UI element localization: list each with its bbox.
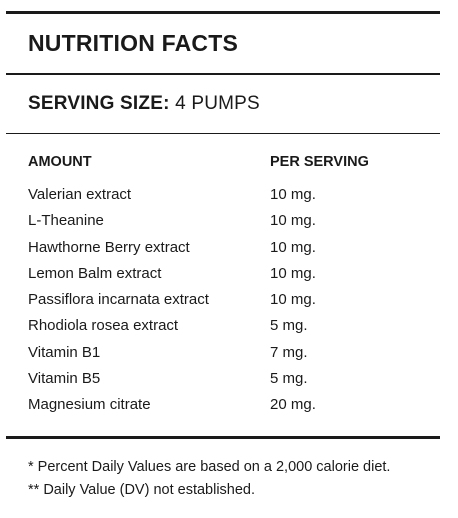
nutrient-name: Lemon Balm extract [28, 264, 162, 282]
table-row: Passiflora incarnata extract 10 mg. [0, 291, 458, 317]
nutrient-name: Magnesium citrate [28, 396, 151, 414]
nutrient-name: Valerian extract [28, 186, 132, 203]
nutrient-amount: 10 mg. [270, 264, 316, 282]
table-row: Valerian extract 10 mg. [0, 186, 458, 212]
table-row: Hawthorne Berry extract 10 mg. [0, 239, 458, 265]
nutrient-name: Hawthorne Berry extract [28, 238, 190, 256]
top-rule [6, 11, 440, 14]
table-row: Rhodiola rosea extract 5 mg. [0, 317, 458, 343]
nutrient-amount: 10 mg. [270, 238, 316, 256]
nutrient-name: Passiflora incarnata extract [28, 291, 209, 309]
nutrient-name: Vitamin B1 [28, 343, 101, 361]
nutrient-amount: 10 mg. [270, 212, 316, 230]
serving-size-label: SERVING SIZE: [28, 93, 170, 114]
title-rule [6, 73, 440, 75]
nutrient-amount: 5 mg. [270, 370, 308, 388]
nutrient-name: Vitamin B5 [28, 370, 101, 388]
table-row: Lemon Balm extract 10 mg. [0, 265, 458, 291]
nutrient-amount: 7 mg. [270, 343, 308, 361]
nutrient-amount: 20 mg. [270, 396, 316, 414]
nutrient-amount: 10 mg. [270, 291, 316, 309]
table-row: Vitamin B1 7 mg. [0, 344, 458, 370]
table-row: Vitamin B5 5 mg. [0, 370, 458, 396]
nutrient-amount: 5 mg. [270, 317, 308, 335]
table-row: L-Theanine 10 mg. [0, 212, 458, 238]
nutrient-name: Rhodiola rosea extract [28, 317, 179, 335]
footnote-dv-not-established: ** Daily Value (DV) not established. [28, 482, 256, 498]
bottom-rule [6, 436, 440, 439]
nutrient-table: Valerian extract 10 mg. L-Theanine 10 mg… [0, 186, 458, 423]
serving-size: SERVING SIZE: 4 PUMPS [28, 93, 260, 115]
serving-size-value: 4 PUMPS [175, 93, 260, 114]
serving-rule [6, 133, 440, 134]
column-header-per-serving: PER SERVING [270, 154, 369, 170]
panel-title: NUTRITION FACTS [28, 30, 238, 56]
column-header-amount: AMOUNT [28, 154, 92, 170]
table-row: Magnesium citrate 20 mg. [0, 396, 458, 422]
footnote-daily-values: * Percent Daily Values are based on a 2,… [28, 459, 391, 475]
nutrient-name: L-Theanine [28, 212, 104, 230]
nutrient-amount: 10 mg. [270, 186, 316, 203]
